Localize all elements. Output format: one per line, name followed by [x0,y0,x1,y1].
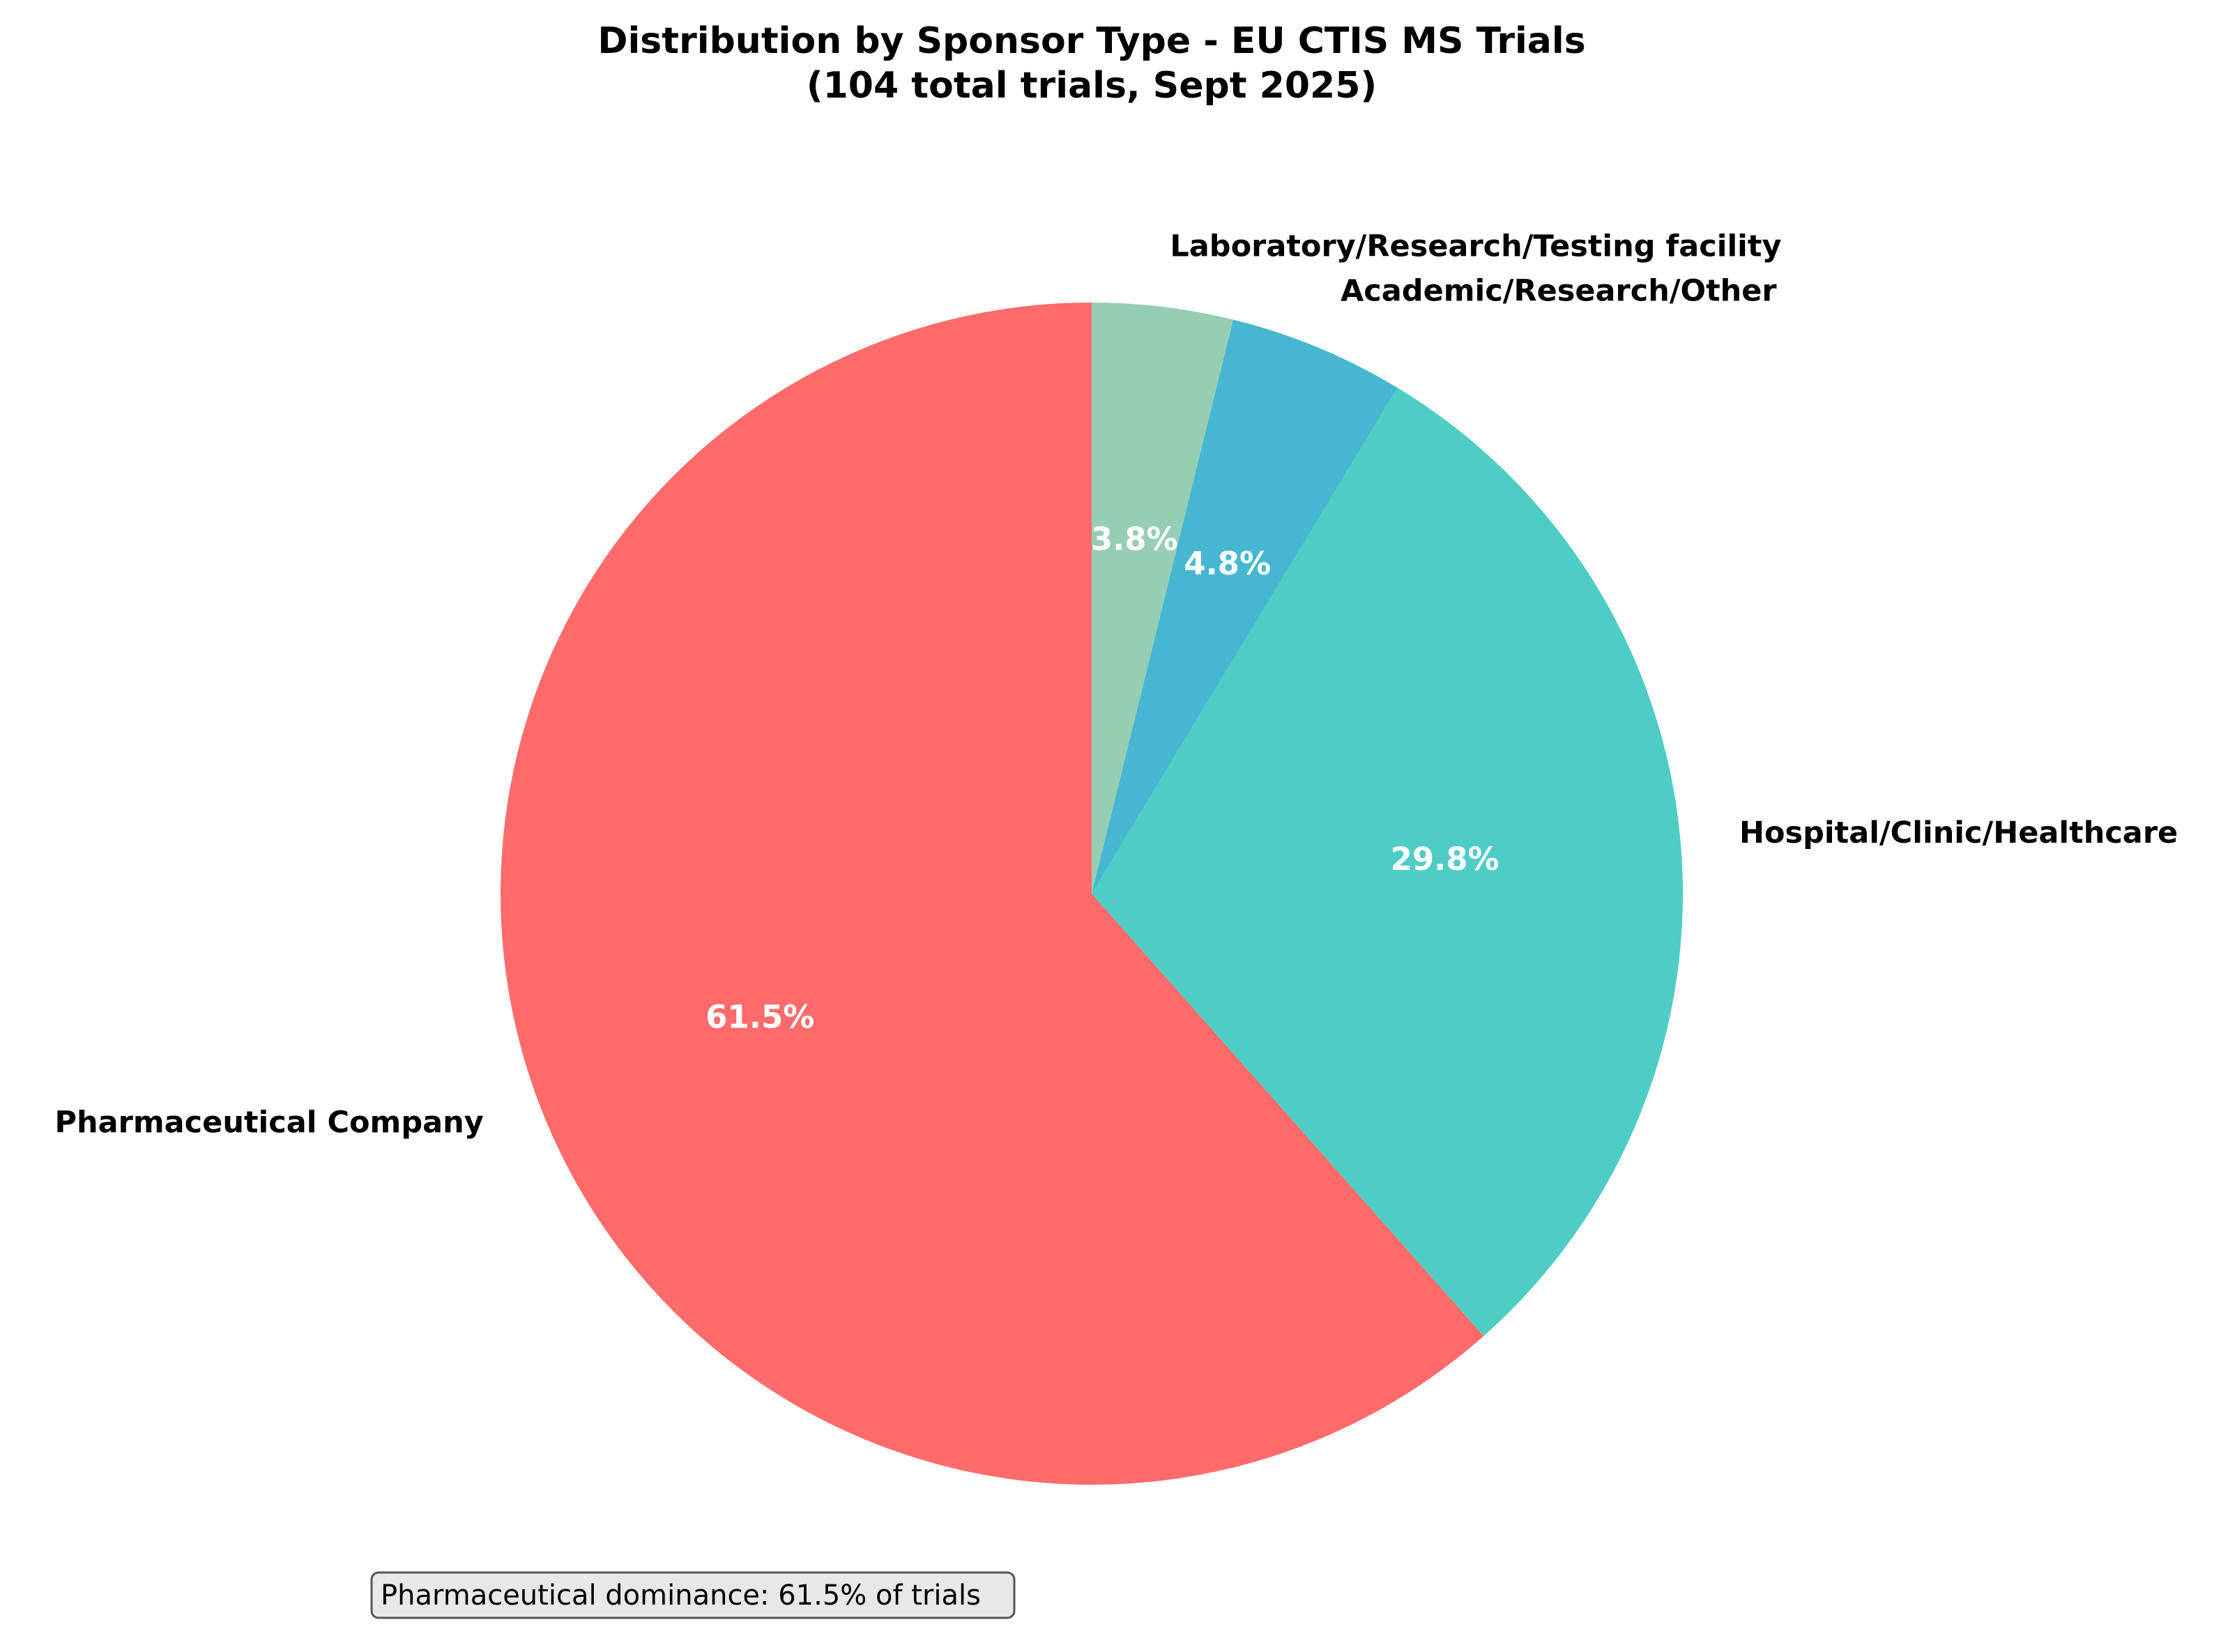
category-label-1: Pharmaceutical Company [55,1105,484,1140]
category-label-2: Hospital/Clinic/Healthcare [1739,816,2178,850]
chart-title-line-2: (104 total trials, Sept 2025) [807,65,1377,107]
category-labels: Pharmaceutical Company Hospital/Clinic/He… [55,229,2178,1140]
percent-label-2: 29.8% [1391,841,1499,878]
annotation-text: Pharmaceutical dominance: 61.5% of trial… [381,1580,981,1612]
category-label-4: Laboratory/Research/Testing facility [1170,229,1781,264]
percent-label-4: 3.8% [1091,521,1178,558]
chart-title-line-1: Distribution by Sponsor Type - EU CTIS M… [597,20,1585,62]
pie-slice-4 [1092,303,1233,894]
pie-slice-3 [1092,319,1398,894]
pie-slices [501,303,1684,1485]
annotation-box: Pharmaceutical dominance: 61.5% of trial… [370,1571,1016,1619]
percent-label-3: 4.8% [1184,545,1271,582]
percent-label-1: 61.5% [705,998,814,1035]
pie-slice-1 [501,303,1484,1485]
percent-labels: 61.5% 29.8% 4.8%3.8% [705,521,1499,1036]
category-label-3: Academic/Research/Other [1341,274,1777,309]
pie-slice-2 [1092,388,1684,1336]
